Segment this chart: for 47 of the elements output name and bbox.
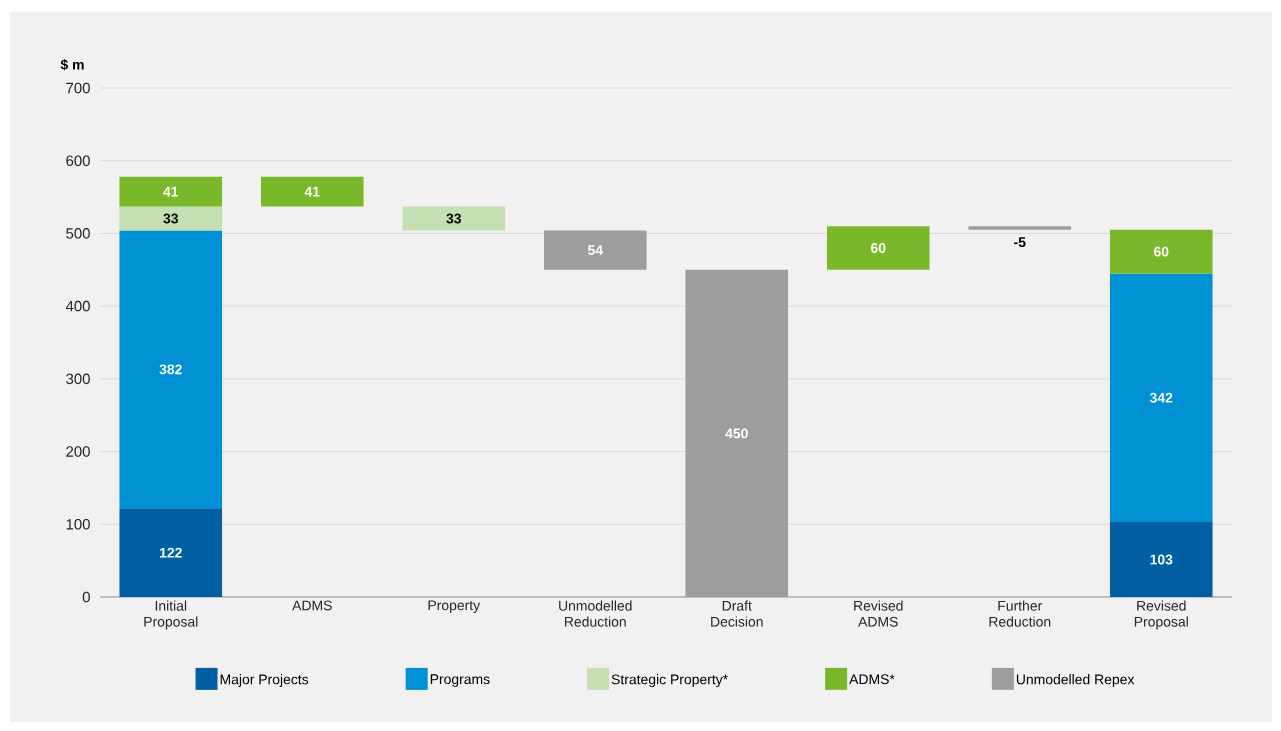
legend-label: ADMS* [849, 674, 895, 685]
bar [119, 206, 223, 231]
data-label: 60 [871, 243, 886, 253]
data-label: 450 [725, 428, 748, 439]
data-label: 103 [1150, 554, 1173, 565]
x-tick-label: Revised Proposal [1134, 600, 1188, 630]
y-tick-label: 200 [66, 446, 90, 457]
bar [826, 226, 930, 270]
data-label: 41 [163, 186, 179, 197]
x-tick-label: Further Reduction [989, 600, 1051, 627]
data-label: 382 [159, 364, 182, 375]
x-tick-label: Unmodelled Reduction [559, 600, 632, 627]
bar [543, 230, 647, 270]
data-label: 54 [587, 245, 603, 256]
bar [1109, 229, 1213, 274]
bar [1109, 273, 1213, 523]
bar [119, 230, 223, 509]
data-label: 41 [304, 186, 320, 197]
data-label: -5 [1014, 237, 1026, 248]
data-label: 33 [446, 213, 462, 224]
data-label: 60 [1154, 246, 1169, 257]
x-tick-label: Property [428, 600, 481, 613]
x-tick-label: Draft Decision [711, 600, 763, 627]
y-tick-label: 0 [82, 591, 90, 603]
data-label: 122 [160, 547, 182, 558]
bar [119, 176, 223, 207]
bar [1109, 522, 1213, 597]
legend-label: Programs [430, 674, 490, 687]
legend-label: Major Projects [220, 674, 309, 688]
bar [260, 176, 364, 207]
y-tick-label: 300 [66, 373, 90, 385]
data-label: 33 [163, 213, 179, 224]
y-tick-label: 100 [66, 518, 90, 530]
bar [968, 226, 1072, 230]
y-axis-title: $ m [60, 59, 84, 71]
bar [402, 206, 506, 231]
x-tick-label: Revised ADMS [854, 600, 903, 627]
y-tick-label: 700 [66, 82, 90, 94]
x-tick-label: ADMS [292, 600, 332, 611]
x-tick-label: Initial Proposal [144, 600, 198, 630]
y-tick-label: 400 [65, 300, 90, 312]
y-tick-label: 600 [66, 155, 90, 166]
bar [119, 508, 223, 597]
data-label: 342 [1149, 392, 1173, 403]
legend-label: Strategic Property* [611, 674, 728, 688]
legend-label: Unmodelled Repex [1016, 674, 1135, 688]
y-tick-label: 500 [66, 228, 90, 239]
